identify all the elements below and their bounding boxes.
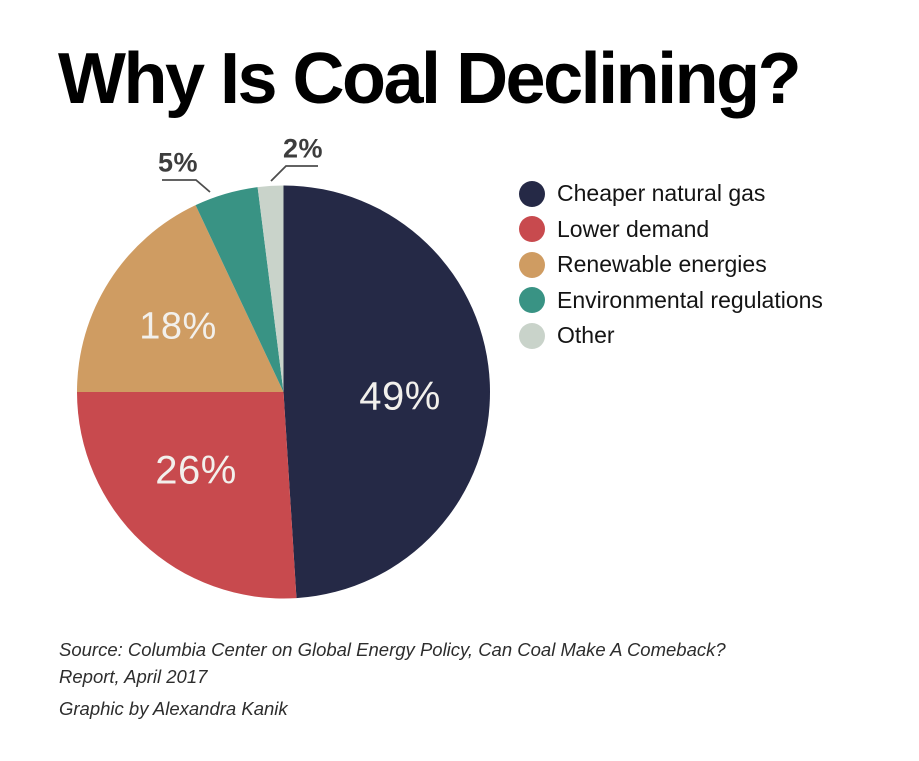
slice-value-label: 2% — [282, 133, 324, 164]
pie-slice-environmental-regulations — [195, 187, 284, 392]
pie-slice-other — [257, 185, 284, 392]
legend-item: Cheaper natural gas — [519, 176, 823, 212]
credit-note: Graphic by Alexandra Kanik — [59, 698, 288, 719]
legend-item: Renewable energies — [519, 247, 823, 283]
legend-item: Lower demand — [519, 212, 823, 248]
legend-swatch-icon — [519, 216, 545, 243]
slice-value-label: 5% — [157, 147, 199, 178]
source-line2: Report, April 2017 — [59, 666, 208, 687]
legend-item: Other — [519, 318, 823, 354]
source-note: Source: Columbia Center on Global Energy… — [59, 636, 839, 690]
legend-item-label: Environmental regulations — [557, 286, 823, 313]
pie-slice-lower-demand — [77, 392, 297, 599]
legend-swatch-icon — [519, 287, 545, 314]
legend: Cheaper natural gas Lower demand Renewable… — [519, 176, 823, 354]
legend-item-label: Lower demand — [557, 215, 710, 242]
legend-item-label: Renewable energies — [557, 251, 767, 278]
legend-item-label: Other — [557, 322, 615, 349]
pie-slice-renewable-energies — [77, 205, 284, 392]
legend-item-label: Cheaper natural gas — [557, 180, 766, 207]
pie-slice-cheaper-natural-gas — [283, 185, 491, 599]
legend-swatch-icon — [519, 251, 545, 278]
legend-item: Environmental regulations — [519, 283, 823, 319]
slice-value-label: 18% — [139, 305, 217, 348]
legend-swatch-icon — [519, 322, 545, 349]
slice-value-label: 49% — [359, 374, 441, 419]
slice-value-label: 26% — [155, 448, 237, 493]
legend-swatch-icon — [519, 180, 545, 207]
page-title: Why Is Coal Declining? — [58, 39, 802, 119]
source-line1: Source: Columbia Center on Global Energy… — [59, 639, 726, 660]
